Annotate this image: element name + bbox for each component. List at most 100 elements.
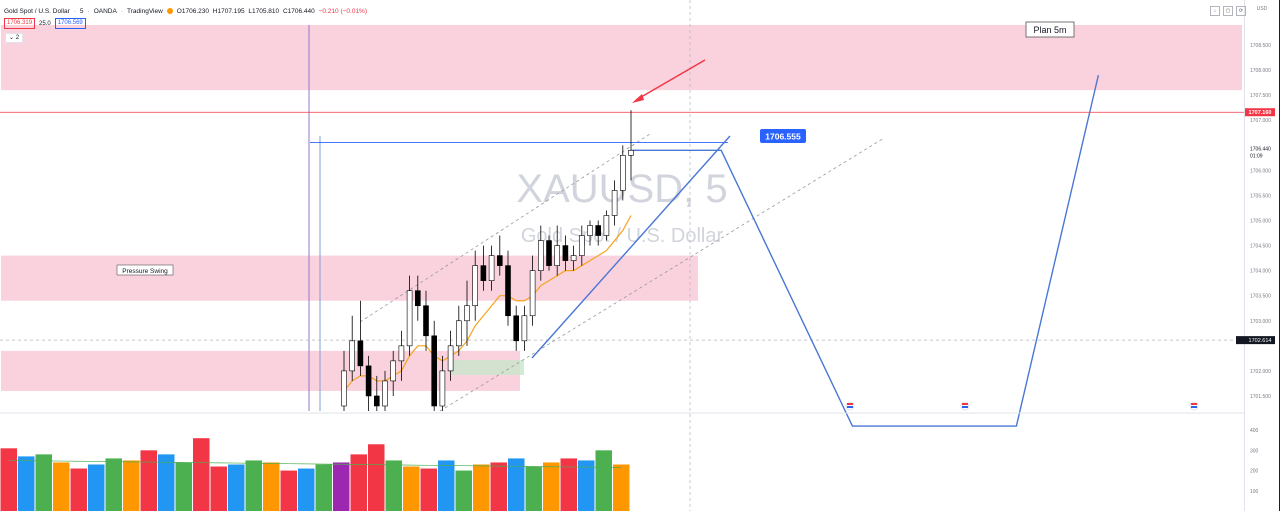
platform-label: TradingView <box>127 7 163 15</box>
volume-bar <box>613 464 630 511</box>
volume-tick-label: 300 <box>1250 448 1259 454</box>
volume-tick-label: 200 <box>1250 469 1259 475</box>
candle <box>357 300 364 376</box>
price-tick-label: 1701.500 <box>1250 394 1271 400</box>
flag-stripe-icon <box>1191 406 1197 408</box>
candle-body <box>365 365 372 397</box>
interval-label[interactable]: 5 <box>79 7 84 15</box>
volume-bar <box>140 450 157 511</box>
candle-body <box>472 265 479 307</box>
candle-body <box>587 225 593 236</box>
candle <box>595 220 602 246</box>
currency-label: USD <box>1257 6 1268 12</box>
volume-bar <box>88 464 105 511</box>
arrow-down-icon[interactable]: ↓ <box>1210 6 1220 16</box>
volume-bar <box>385 460 402 511</box>
countdown-label: 01:09 <box>1250 153 1263 159</box>
candle-body <box>431 335 438 407</box>
candle-body <box>521 315 528 342</box>
price-tick-label: 1703.500 <box>1250 294 1271 300</box>
pressure-label: Pressure Swing <box>122 268 168 275</box>
candle-body <box>423 305 429 337</box>
candle-body <box>537 240 544 271</box>
candle-body <box>628 150 634 156</box>
ohlc-open: O1706.230 <box>176 7 209 15</box>
buy-button[interactable]: 1706.569 <box>54 18 86 29</box>
projection-path <box>631 74 1100 427</box>
indicator-toggle[interactable]: ⌄ 2 <box>5 33 24 43</box>
candle <box>546 235 552 271</box>
ohlc-values: O1706.230 H1707.195 L1705.810 C1706.440 … <box>177 8 369 15</box>
channel-lower <box>439 137 885 412</box>
volume-bar <box>158 454 175 511</box>
candle-body <box>414 290 421 307</box>
candle-body <box>595 225 602 236</box>
volume-bar <box>70 468 87 511</box>
volume-bar <box>560 458 577 511</box>
current-price-label: 1707.160 <box>1249 110 1272 116</box>
volume-bar <box>490 462 507 511</box>
candle-body <box>570 255 577 261</box>
volume-bar <box>350 454 367 511</box>
candle-body <box>357 340 364 367</box>
candle-body <box>554 245 561 266</box>
candle-body <box>341 370 347 407</box>
candle <box>570 245 577 271</box>
candle <box>341 350 347 411</box>
indicator-count: 2 <box>15 35 20 41</box>
volume-bar <box>403 466 420 511</box>
price-tick-label: 1707.000 <box>1250 118 1271 124</box>
plan-label-box <box>1025 21 1075 38</box>
candle-body <box>488 255 495 281</box>
price-scale[interactable] <box>1244 0 1279 511</box>
price-tick-label: 1707.500 <box>1250 93 1271 99</box>
lock-icon[interactable]: ▢ <box>1223 6 1233 16</box>
candle-body <box>529 270 536 317</box>
volume-bar <box>18 456 35 511</box>
candle <box>578 225 585 266</box>
volume-bar <box>438 460 455 511</box>
volume-bar <box>263 462 280 511</box>
sell-button[interactable]: 1706.319 <box>4 18 36 29</box>
separator-dot: · <box>87 7 90 15</box>
volume-bar <box>123 460 140 511</box>
candle <box>529 255 536 326</box>
arrow-shaft <box>635 59 706 101</box>
candle <box>505 250 511 326</box>
volume-bar <box>280 470 297 511</box>
symbol-title[interactable]: Gold Spot / U.S. Dollar <box>4 7 70 15</box>
volume-bar <box>35 454 52 511</box>
volume-bar <box>175 462 192 511</box>
candle-body <box>496 255 503 266</box>
candle-body <box>455 320 462 347</box>
flag-stripe-icon <box>962 406 968 408</box>
watermark-name: Gold Spot / U.S. Dollar <box>521 225 724 247</box>
market-status-icon <box>166 8 173 14</box>
candle <box>513 305 520 351</box>
candle <box>488 245 495 291</box>
flag-stripe-icon <box>1191 403 1197 405</box>
current-price-tag <box>1245 108 1275 117</box>
volume-bar <box>228 464 245 511</box>
volume-bar <box>508 458 525 511</box>
candle <box>521 305 528 351</box>
refresh-icon[interactable]: ⟳ <box>1236 6 1246 16</box>
candle <box>619 145 626 201</box>
candle <box>480 245 487 291</box>
price-tick-label: 1704.000 <box>1250 269 1271 275</box>
arrow-head <box>632 94 644 103</box>
volume-bar <box>245 460 262 511</box>
candle-body <box>603 215 610 236</box>
volume-bar <box>455 470 472 511</box>
volume-bar <box>298 468 315 511</box>
price-tick-label: 1706.000 <box>1250 168 1271 174</box>
volume-bar <box>193 438 210 511</box>
volume-bar <box>105 458 122 511</box>
candle <box>587 220 593 246</box>
candle-body <box>611 190 618 216</box>
volume-bar <box>578 460 595 511</box>
volume-bar <box>595 450 612 511</box>
volume-bar <box>420 468 437 511</box>
candle-body <box>546 240 552 266</box>
